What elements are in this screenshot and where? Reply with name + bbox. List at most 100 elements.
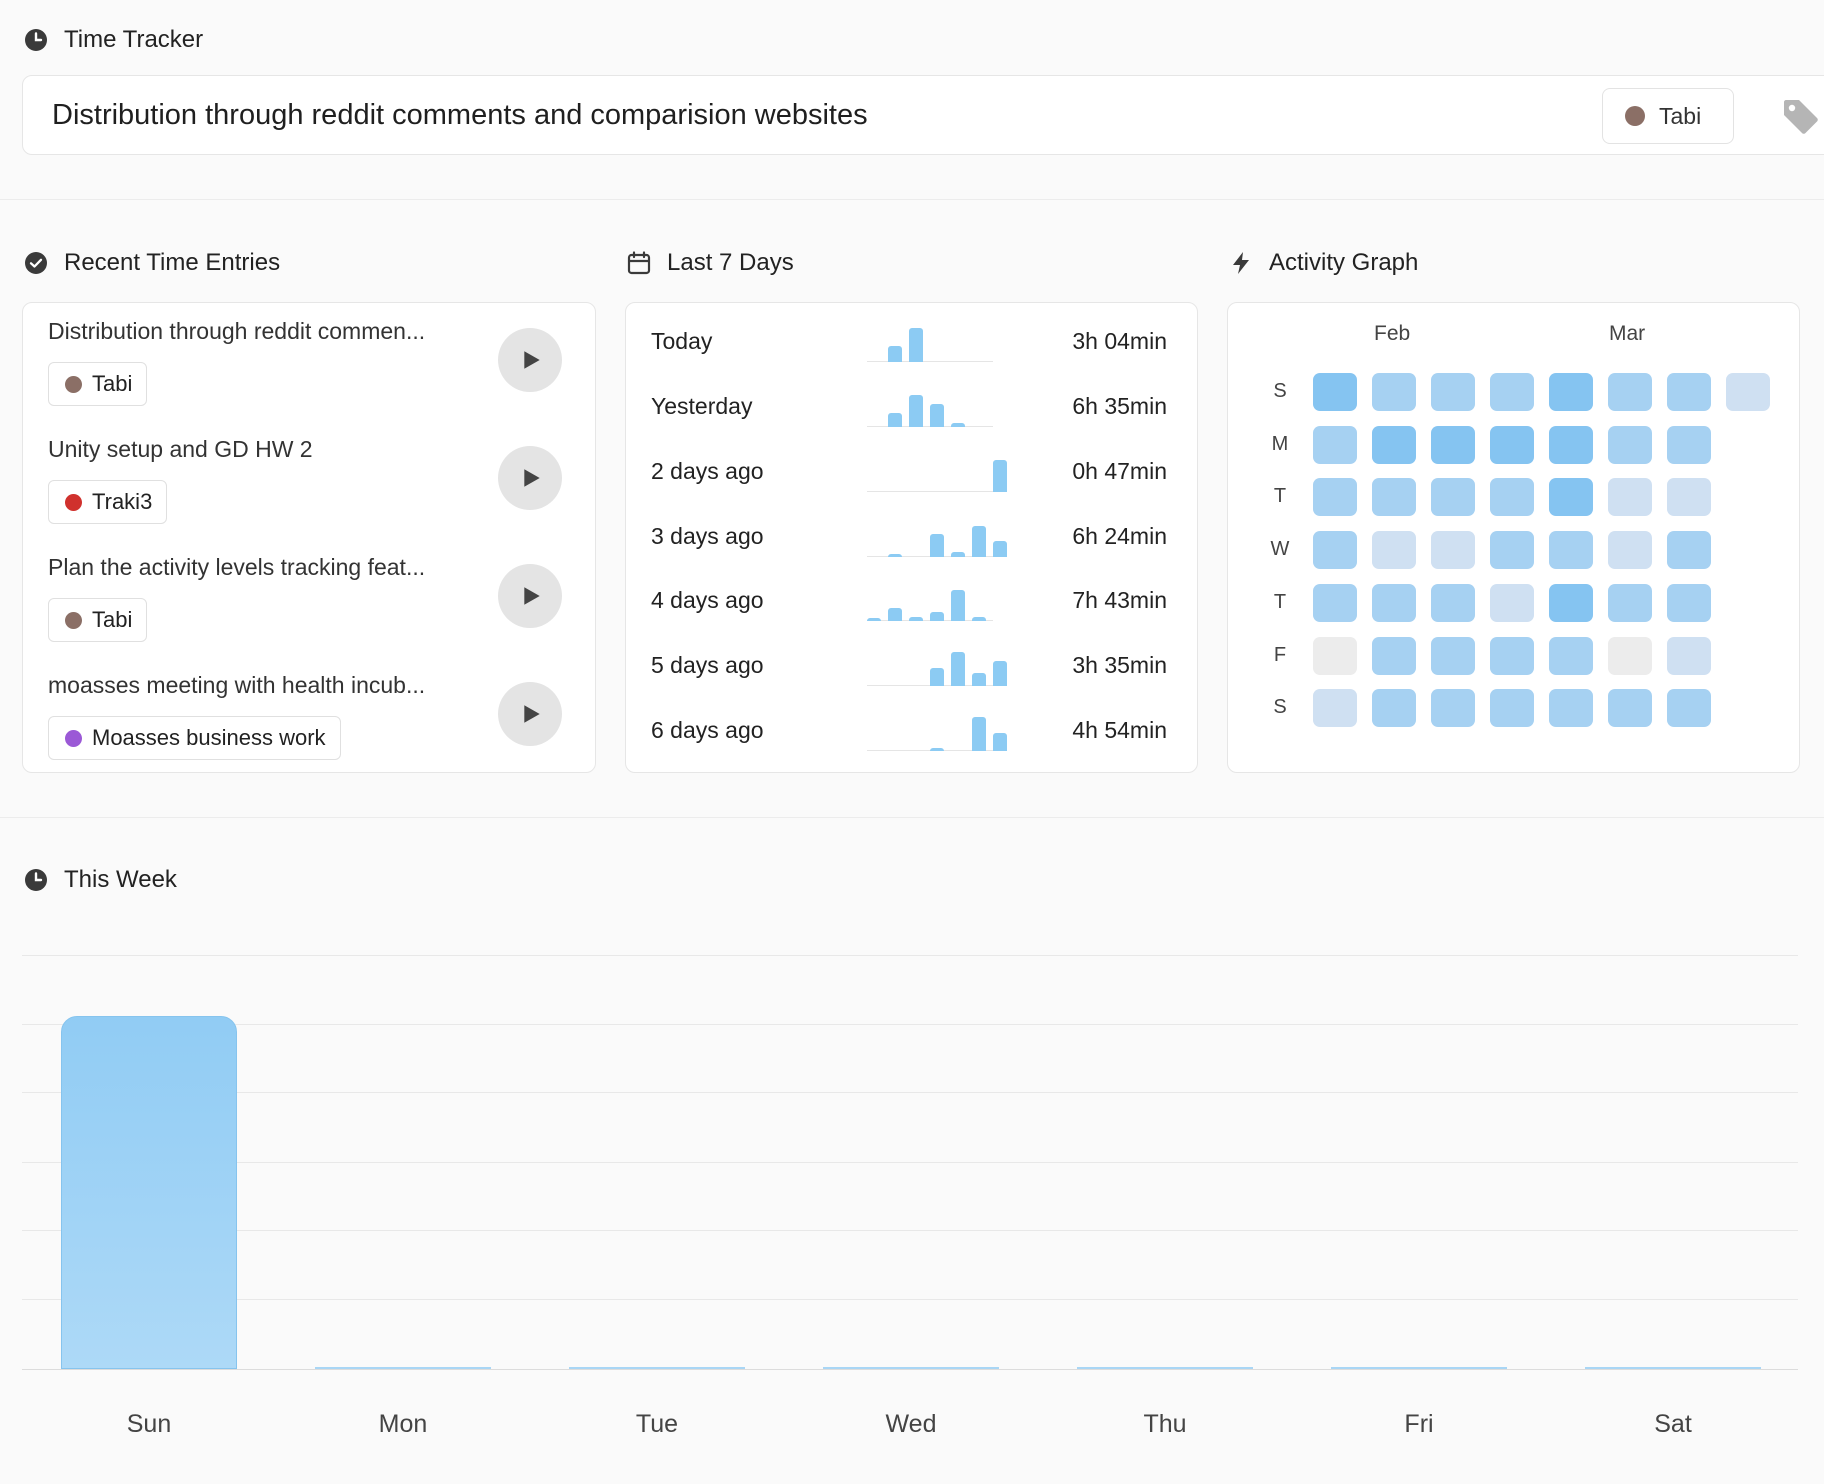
activity-cell[interactable]	[1608, 373, 1652, 411]
recent-entries-header: Recent Time Entries	[24, 249, 280, 277]
activity-cell[interactable]	[1431, 531, 1475, 570]
day-label: 3 days ago	[651, 523, 764, 549]
week-bar[interactable]	[61, 1016, 237, 1369]
play-button[interactable]	[498, 446, 562, 510]
weekday-label: T	[1273, 590, 1287, 613]
play-button[interactable]	[498, 564, 562, 628]
activity-cell[interactable]	[1549, 636, 1593, 675]
tag-icon[interactable]	[1780, 96, 1820, 136]
week-bar[interactable]	[823, 1367, 999, 1369]
play-icon	[523, 587, 540, 605]
sparkline-bar	[993, 661, 1007, 686]
activity-cell[interactable]	[1549, 531, 1593, 570]
activity-cell[interactable]	[1313, 478, 1357, 517]
gridline	[22, 1299, 1798, 1300]
activity-cell[interactable]	[1549, 478, 1593, 517]
activity-cell[interactable]	[1549, 373, 1593, 411]
activity-cell[interactable]	[1431, 373, 1475, 411]
week-bar[interactable]	[569, 1367, 745, 1369]
activity-cell[interactable]	[1490, 689, 1534, 728]
calendar-icon	[627, 251, 651, 275]
time-entry: Distribution through reddit commen... Ta…	[48, 318, 588, 406]
activity-cell[interactable]	[1549, 689, 1593, 728]
play-button[interactable]	[498, 328, 562, 392]
week-bar[interactable]	[315, 1367, 491, 1369]
activity-cell[interactable]	[1667, 583, 1711, 622]
activity-cell[interactable]	[1372, 373, 1416, 411]
activity-cell[interactable]	[1490, 636, 1534, 675]
weekday-label: S	[1273, 380, 1287, 402]
activity-cell[interactable]	[1667, 373, 1711, 411]
week-bar[interactable]	[1585, 1367, 1761, 1369]
activity-cell[interactable]	[1608, 425, 1652, 464]
week-day-label: Tue	[635, 1410, 679, 1438]
sparkline-baseline	[867, 491, 993, 492]
sparkline-bar	[993, 541, 1007, 557]
activity-cell[interactable]	[1549, 583, 1593, 622]
week-bar[interactable]	[1077, 1367, 1253, 1369]
play-button[interactable]	[498, 682, 562, 746]
sparkline-bar	[930, 612, 944, 621]
sparkline-bar	[909, 617, 923, 621]
day-sparkline	[867, 646, 1007, 686]
activity-cell[interactable]	[1313, 425, 1357, 464]
sparkline-bar	[972, 673, 986, 686]
week-day-label: Wed	[885, 1410, 937, 1438]
app-title: Time Tracker	[64, 26, 204, 53]
time-entry: Plan the activity levels tracking feat..…	[48, 554, 588, 642]
activity-cell[interactable]	[1667, 478, 1711, 517]
week-bar[interactable]	[1331, 1367, 1507, 1369]
activity-cell[interactable]	[1431, 425, 1475, 464]
activity-cell[interactable]	[1726, 373, 1770, 411]
app-header: Time Tracker	[24, 26, 203, 54]
activity-cell[interactable]	[1431, 478, 1475, 517]
activity-cell[interactable]	[1490, 425, 1534, 464]
activity-cell[interactable]	[1667, 531, 1711, 570]
task-description-input[interactable]: Distribution through reddit comments and…	[22, 75, 1824, 155]
gridline	[22, 1162, 1798, 1163]
activity-cell[interactable]	[1608, 583, 1652, 622]
activity-cell[interactable]	[1372, 689, 1416, 728]
activity-cell[interactable]	[1313, 373, 1357, 411]
activity-cell[interactable]	[1490, 478, 1534, 517]
activity-cell[interactable]	[1431, 583, 1475, 622]
activity-cell[interactable]	[1667, 689, 1711, 728]
activity-cell[interactable]	[1313, 583, 1357, 622]
day-row: 6 days ago 4h 54min	[651, 711, 1167, 751]
activity-cell[interactable]	[1431, 689, 1475, 728]
day-label: 4 days ago	[651, 587, 764, 613]
weekday-label: S	[1273, 696, 1287, 719]
activity-cell[interactable]	[1608, 689, 1652, 728]
day-label: 6 days ago	[651, 717, 764, 743]
activity-cell[interactable]	[1372, 636, 1416, 675]
activity-cell[interactable]	[1490, 531, 1534, 570]
activity-cell[interactable]	[1372, 478, 1416, 517]
project-selector[interactable]: Tabi	[1602, 88, 1734, 144]
activity-cell[interactable]	[1608, 531, 1652, 570]
activity-cell[interactable]	[1313, 636, 1357, 675]
sparkline-bar	[951, 423, 965, 427]
entry-project-tag: Moasses business work	[48, 716, 341, 760]
activity-cell[interactable]	[1372, 425, 1416, 464]
last7-title: Last 7 Days	[667, 249, 794, 276]
activity-cell[interactable]	[1667, 425, 1711, 464]
activity-cell[interactable]	[1490, 583, 1534, 622]
activity-cell[interactable]	[1490, 373, 1534, 411]
sparkline-bar	[993, 733, 1007, 751]
activity-cell[interactable]	[1667, 636, 1711, 675]
baseline	[22, 1369, 1798, 1370]
sparkline-bar	[972, 526, 986, 557]
day-duration: 7h 43min	[1072, 587, 1167, 613]
activity-cell[interactable]	[1431, 636, 1475, 675]
day-label: Today	[651, 328, 713, 354]
clock-icon	[25, 29, 47, 51]
activity-cell[interactable]	[1313, 689, 1357, 728]
week-header: This Week	[24, 866, 177, 894]
activity-cell[interactable]	[1608, 636, 1652, 675]
activity-cell[interactable]	[1313, 531, 1357, 570]
activity-cell[interactable]	[1372, 583, 1416, 622]
project-color-dot	[65, 493, 82, 511]
activity-cell[interactable]	[1608, 478, 1652, 517]
activity-cell[interactable]	[1372, 531, 1416, 570]
activity-cell[interactable]	[1549, 425, 1593, 464]
